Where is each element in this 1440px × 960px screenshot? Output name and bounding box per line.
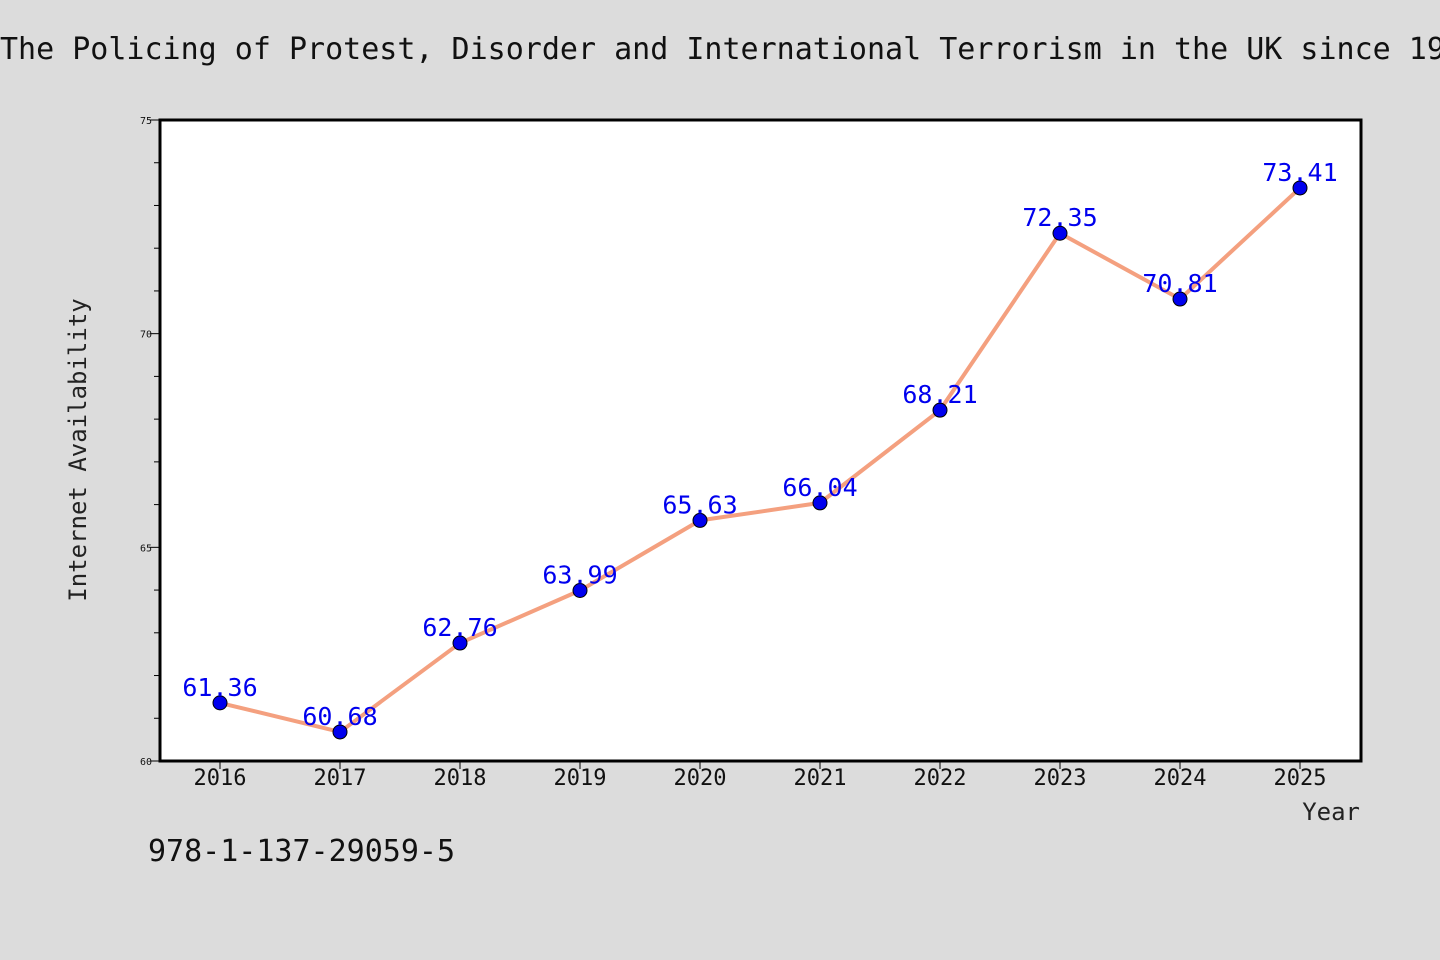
- x-tick-label: 2021: [794, 766, 847, 791]
- x-tick-label: 2022: [914, 766, 967, 791]
- y-tick-label: 75: [140, 116, 152, 127]
- chart-title: The Policing of Protest, Disorder and In…: [0, 32, 1440, 67]
- data-label: 72.35: [1022, 203, 1097, 232]
- y-axis-label: Internet Availability: [64, 298, 92, 601]
- series-line-group: [212, 180, 1308, 740]
- data-point: [452, 635, 468, 651]
- y-tick-label: 70: [140, 330, 152, 341]
- data-point: [212, 695, 228, 711]
- data-label: 60.68: [302, 702, 377, 731]
- x-tick-label: 2024: [1154, 766, 1207, 791]
- x-tick-label: 2017: [314, 766, 367, 791]
- y-tick-label: 60: [140, 757, 152, 768]
- data-point: [572, 582, 588, 598]
- plot-area: [158, 118, 1363, 763]
- data-point: [692, 512, 708, 528]
- data-label: 68.21: [902, 380, 977, 409]
- data-label: 65.63: [662, 490, 737, 519]
- data-point: [932, 402, 948, 418]
- data-label: 73.41: [1262, 158, 1337, 187]
- series-line: [219, 186, 1302, 734]
- x-tick-label: 2025: [1274, 766, 1327, 791]
- data-label: 70.81: [1142, 269, 1217, 298]
- data-point: [1052, 225, 1068, 241]
- data-label: 62.76: [422, 613, 497, 642]
- x-tick-label: 2019: [554, 766, 607, 791]
- y-axis: 60 65 70 75: [140, 116, 160, 768]
- data-point: [812, 495, 828, 511]
- footer-code: 978-1-137-29059-5: [148, 834, 456, 869]
- x-axis: 2016 2017 2018 2019 2020 2021 2022 2023 2024 2025: [194, 761, 1327, 791]
- y-tick-label: 65: [140, 543, 152, 554]
- data-labels: 61.36 60.68 62.76 63.99 65.63 66.04 68.21 72.35…: [182, 158, 1337, 731]
- data-label: 61.36: [182, 673, 257, 702]
- data-point: [1172, 291, 1188, 307]
- x-axis-label: Year: [1302, 798, 1360, 826]
- x-tick-label: 2023: [1034, 766, 1087, 791]
- data-point: [332, 724, 348, 740]
- data-label: 66.04: [782, 473, 857, 502]
- x-tick-label: 2020: [674, 766, 727, 791]
- x-tick-label: 2018: [434, 766, 487, 791]
- x-tick-label: 2016: [194, 766, 247, 791]
- data-point: [1292, 180, 1308, 196]
- data-label: 63.99: [542, 560, 617, 589]
